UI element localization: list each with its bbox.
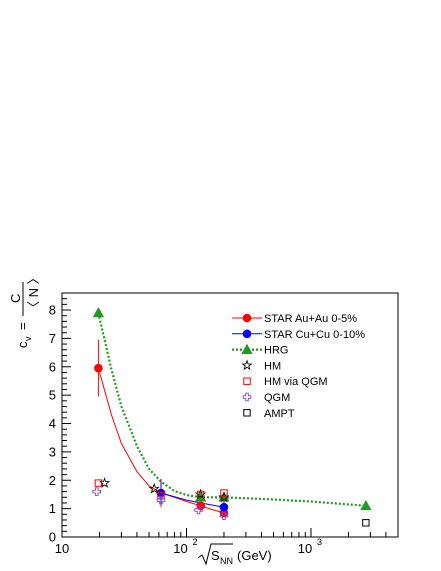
x-axis-title-unit: (GeV) [237, 548, 272, 563]
y-tick-label: 7 [49, 331, 56, 346]
y-tick-label: 2 [49, 473, 56, 488]
x-tick-exponent: 3 [317, 537, 322, 547]
data-point [362, 519, 370, 527]
x-axis-title-root: S [211, 548, 220, 563]
data-point [196, 490, 205, 499]
series-curves [97, 312, 366, 514]
x-tick-label: 10 [173, 541, 187, 556]
legend-label: QGM [264, 392, 290, 404]
plot-frame [61, 292, 399, 538]
y-tick-label: 0 [49, 530, 56, 545]
x-tick-exponent: 2 [192, 537, 197, 547]
y-axis-title-den: 〈 N 〉 [26, 271, 41, 314]
legend-marker [241, 343, 253, 354]
data-point [148, 482, 160, 494]
legend: STAR Au+Au 0-5% STAR Cu+Cu 0-10% HRG HM HM v… [232, 313, 365, 420]
series-line-star-cu-cu-0-10- [160, 492, 225, 508]
y-axis-title-num: C [8, 294, 23, 303]
x-axis-title-sub: NN [220, 556, 233, 566]
legend-label: HRG [264, 345, 288, 357]
data-point [219, 502, 229, 512]
legend-marker [242, 329, 252, 339]
data-markers [92, 307, 372, 527]
legend-label: STAR Au+Au 0-5% [264, 313, 357, 325]
y-tick-label: 1 [49, 501, 56, 516]
x-axis-title: S NN (GeV) [197, 543, 272, 566]
data-point [156, 495, 166, 505]
legend-marker [242, 392, 252, 402]
sqrt-sign [197, 543, 233, 566]
y-tick-label: 3 [49, 444, 56, 459]
x-tick-label: 10 [298, 541, 312, 556]
data-point [157, 492, 165, 500]
x-axis-ticks: 10 10 2 10 3 [55, 528, 399, 556]
legend-label: HM [264, 360, 281, 372]
y-axis-title: c v = C 〈 N 〉 [8, 271, 41, 348]
series-line-hrg [97, 312, 366, 507]
data-point [92, 487, 101, 496]
legend-label: STAR Cu+Cu 0-10% [264, 329, 365, 341]
legend-marker [241, 359, 253, 371]
data-point [360, 499, 372, 511]
data-point [92, 307, 105, 318]
legend-marker [243, 409, 251, 417]
y-tick-label: 8 [49, 303, 56, 318]
legend-label: AMPT [264, 408, 295, 420]
y-tick-label: 6 [49, 359, 56, 374]
y-tick-label: 4 [49, 416, 56, 431]
data-point [219, 511, 229, 520]
y-axis-title-lhs-sub: v [23, 336, 33, 341]
legend-label: HM via QGM [264, 376, 328, 388]
data-point [94, 363, 103, 373]
y-axis-title-lhs: c [15, 341, 30, 348]
data-point [194, 505, 203, 515]
data-point [94, 479, 103, 487]
data-point [196, 501, 205, 511]
y-axis-title-eq: = [15, 322, 30, 330]
y-tick-label: 5 [49, 388, 56, 403]
x-tick-label: 10 [55, 541, 69, 556]
legend-marker [243, 377, 251, 385]
data-point [220, 489, 228, 497]
y-axis-ticks: 0 1 2 3 4 5 6 7 8 [49, 298, 71, 545]
legend-marker [242, 313, 252, 323]
